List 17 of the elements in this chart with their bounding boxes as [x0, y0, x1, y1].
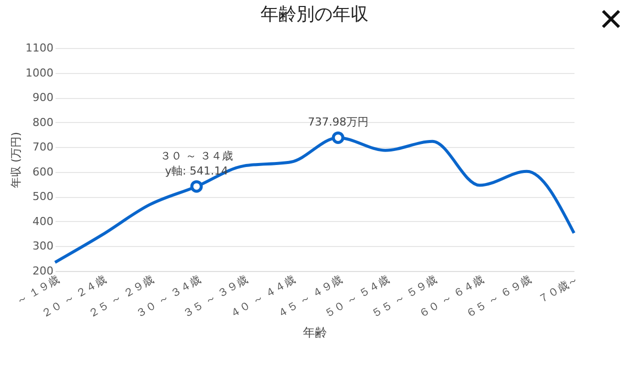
annotation: 737.98万円 — [308, 116, 368, 129]
y-tick-label: 900 — [32, 91, 54, 104]
y-tick-label: 1100 — [26, 42, 54, 54]
x-tick-label: ７０歳～ — [536, 272, 580, 306]
y-tick-label: 200 — [32, 264, 54, 278]
y-tick-label: 800 — [32, 116, 54, 129]
chart-title: 年齢別の年収 — [260, 4, 368, 25]
y-tick-label: 1000 — [26, 66, 54, 80]
y-tick-label: 600 — [32, 165, 54, 178]
y-tick-label: 400 — [32, 214, 54, 228]
annotation: ３０ ～ ３４歳 — [160, 149, 234, 162]
y-tick-label: 300 — [32, 240, 54, 253]
y-axis-title: 年収 (万円) — [10, 132, 23, 188]
x-axis-title: 年齢 — [303, 326, 327, 340]
annotation: y軸: 541.14 — [164, 164, 228, 178]
y-tick-label: 500 — [32, 190, 54, 204]
y-tick-label: 700 — [32, 140, 54, 154]
